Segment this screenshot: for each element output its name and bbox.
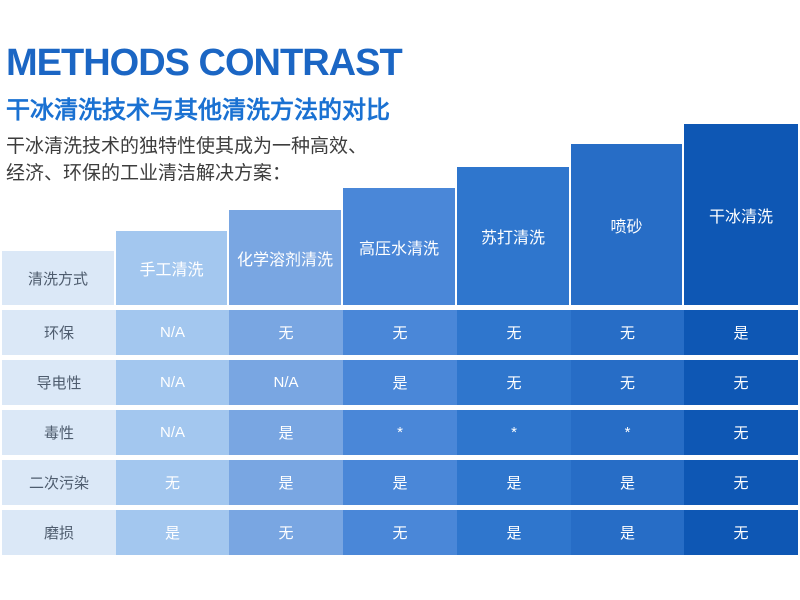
table-cell: 无: [229, 310, 343, 355]
column-header: 化学溶剂清洗: [229, 210, 341, 305]
row-label: 毒性: [2, 410, 116, 455]
table-cell: N/A: [116, 360, 229, 405]
corner-header: 清洗方式: [2, 251, 114, 305]
table-cell: *: [343, 410, 457, 455]
page-subtitle: 干冰清洗技术与其他清洗方法的对比: [6, 97, 390, 124]
table-cell: 是: [457, 460, 571, 505]
table-cell: 是: [343, 360, 457, 405]
table-cell: 无: [116, 460, 229, 505]
description-line-1: 干冰清洗技术的独特性使其成为一种高效、: [6, 136, 368, 157]
column-header: 手工清洗: [116, 231, 227, 305]
page-title: METHODS CONTRAST: [6, 42, 403, 84]
table-cell: 无: [684, 410, 798, 455]
column-header: 干冰清洗: [684, 124, 798, 305]
table-cell: 无: [571, 310, 684, 355]
table-cell: 无: [457, 360, 571, 405]
table-cell: 无: [571, 360, 684, 405]
column-header: 高压水清洗: [343, 188, 455, 305]
table-cell: *: [571, 410, 684, 455]
table-cell: 无: [343, 510, 457, 555]
table-cell: 是: [684, 310, 798, 355]
column-header: 苏打清洗: [457, 167, 569, 305]
description-line-2: 经济、环保的工业清洁解决方案：: [6, 163, 292, 184]
table-cell: 无: [229, 510, 343, 555]
table-cell: 是: [229, 410, 343, 455]
table-cell: *: [457, 410, 571, 455]
table-cell: 无: [457, 310, 571, 355]
table-cell: 是: [571, 460, 684, 505]
table-cell: N/A: [116, 310, 229, 355]
table-cell: 无: [684, 460, 798, 505]
row-label: 导电性: [2, 360, 116, 405]
table-cell: N/A: [229, 360, 343, 405]
table-cell: N/A: [116, 410, 229, 455]
description: 干冰清洗技术的独特性使其成为一种高效、 经济、环保的工业清洁解决方案：: [6, 133, 367, 187]
table-cell: 是: [116, 510, 229, 555]
table-cell: 是: [229, 460, 343, 505]
table-cell: 无: [684, 360, 798, 405]
table-cell: 无: [684, 510, 798, 555]
table-cell: 是: [571, 510, 684, 555]
row-label: 二次污染: [2, 460, 116, 505]
row-label: 环保: [2, 310, 116, 355]
column-header: 喷砂: [571, 144, 682, 305]
row-label: 磨损: [2, 510, 116, 555]
comparison-table: 清洗方式 环保 导电性 毒性 二次污染 磨损 手工清洗 N/A N/A N/A 无是化学溶剂清洗无 N…: [2, 124, 798, 555]
table-cell: 是: [457, 510, 571, 555]
table-cell: 无: [343, 310, 457, 355]
table-cell: 是: [343, 460, 457, 505]
